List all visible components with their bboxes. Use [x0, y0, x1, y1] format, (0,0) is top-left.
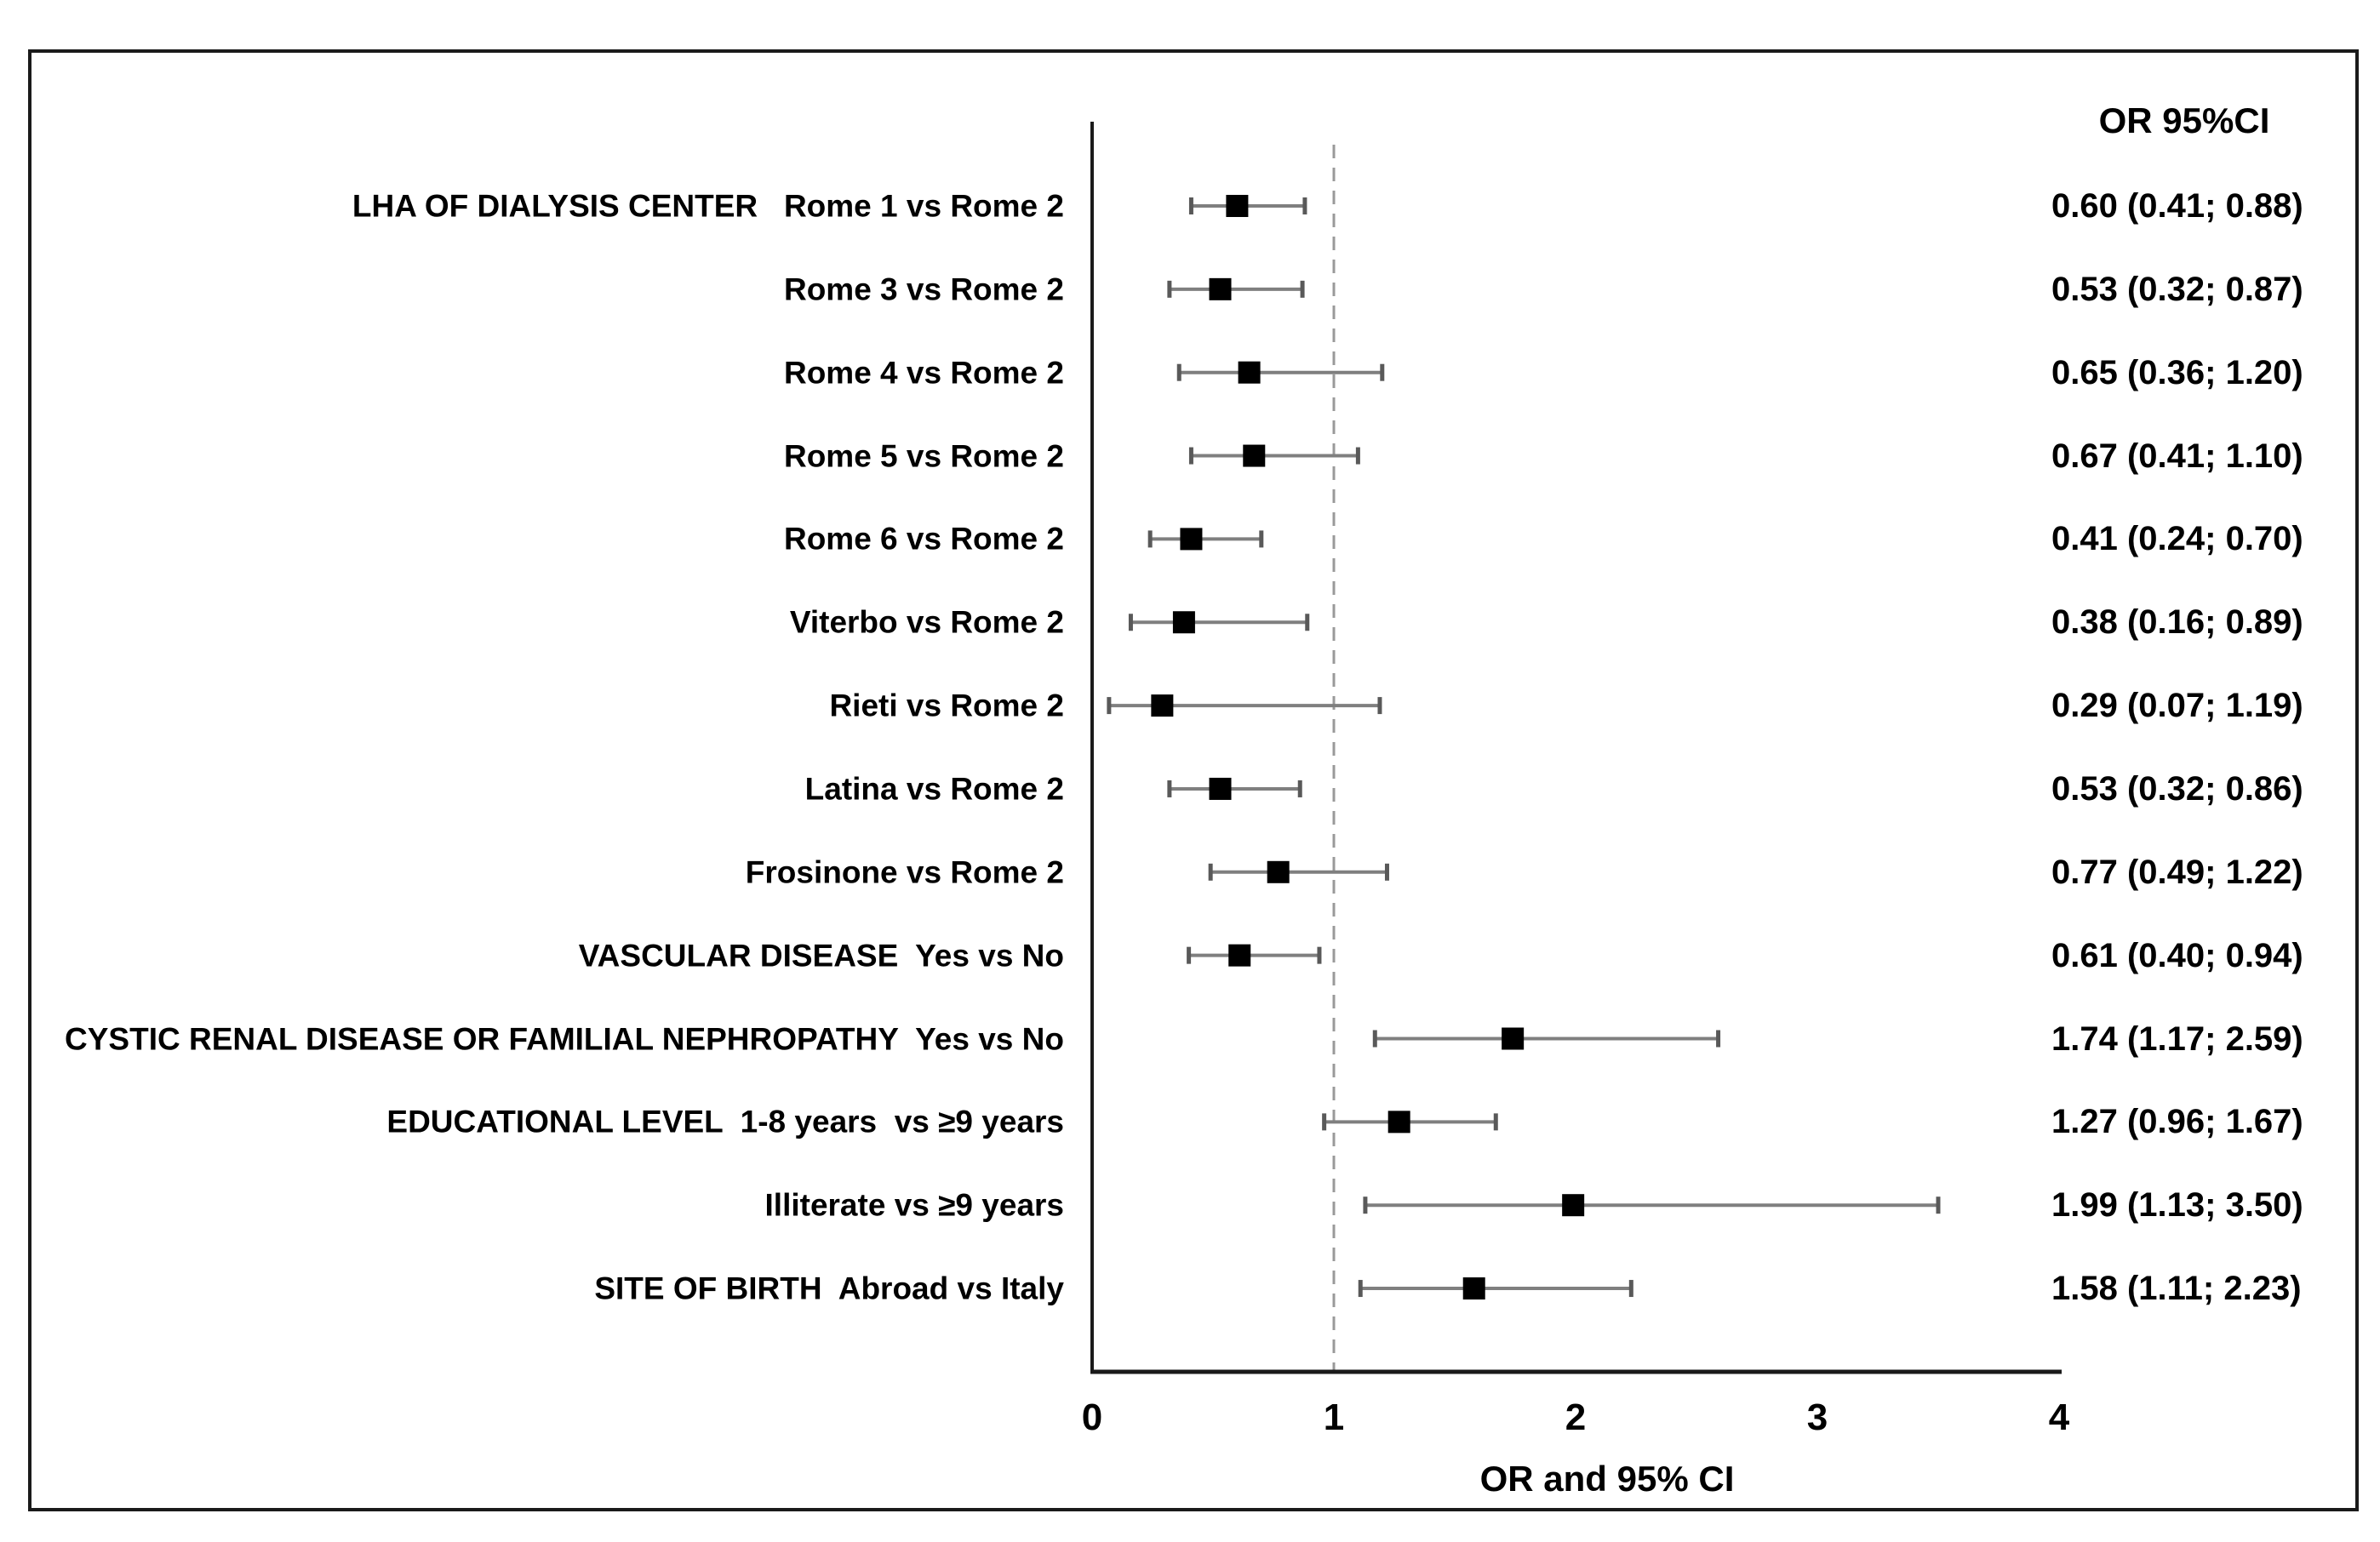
x-tick-label: 2 [1565, 1396, 1587, 1438]
or-ci-value: 0.61 (0.40; 0.94) [2051, 936, 2303, 974]
or-ci-value: 0.60 (0.41; 0.88) [2051, 187, 2303, 225]
or-marker [1267, 860, 1290, 883]
or-ci-value: 1.27 (0.96; 1.67) [2051, 1103, 2303, 1141]
or-ci-value: 0.77 (0.49; 1.22) [2051, 853, 2303, 891]
row-label: SITE OF BIRTH Abroad vs Italy [594, 1271, 1064, 1306]
or-ci-value: 0.53 (0.32; 0.86) [2051, 769, 2303, 808]
row-label: Frosinone vs Rome 2 [745, 854, 1064, 890]
x-tick-label: 4 [2048, 1396, 2070, 1438]
row-label: Rome 5 vs Rome 2 [783, 438, 1064, 474]
or-ci-value: 0.67 (0.41; 1.10) [2051, 437, 2303, 475]
or-marker [1226, 195, 1249, 217]
x-tick-label: 3 [1806, 1396, 1828, 1438]
or-marker [1562, 1194, 1585, 1217]
row-label: CYSTIC RENAL DISEASE OR FAMILIAL NEPHROP… [65, 1021, 1064, 1056]
x-axis-title: OR and 95% CI [1479, 1459, 1735, 1499]
row-label: Rome 4 vs Rome 2 [783, 355, 1064, 391]
or-marker [1209, 277, 1232, 300]
or-ci-value: 0.38 (0.16; 0.89) [2051, 603, 2303, 642]
or-marker [1387, 1111, 1410, 1134]
or-ci-value: 1.99 (1.13; 3.50) [2051, 1186, 2303, 1225]
row-label: VASCULAR DISEASE Yes vs No [578, 938, 1064, 974]
row-label: Rome 3 vs Rome 2 [783, 271, 1064, 307]
row-label: EDUCATIONAL LEVEL 1-8 years vs ≥9 years [386, 1104, 1064, 1139]
row-label: Rieti vs Rome 2 [829, 688, 1064, 723]
or-ci-value: 1.58 (1.11; 2.23) [2051, 1270, 2302, 1308]
row-label: Rome 6 vs Rome 2 [783, 521, 1064, 557]
plot-border [28, 49, 2359, 1511]
or-marker [1238, 361, 1261, 384]
or-marker [1228, 944, 1251, 967]
x-tick-label: 0 [1081, 1396, 1103, 1438]
or-marker [1243, 444, 1266, 467]
or-ci-value: 0.65 (0.36; 1.20) [2051, 353, 2303, 391]
row-label: LHA OF DIALYSIS CENTER Rome 1 vs Rome 2 [352, 188, 1064, 224]
or-marker [1172, 611, 1195, 634]
row-label: Latina vs Rome 2 [804, 771, 1064, 807]
row-label: Illiterate vs ≥9 years [764, 1187, 1064, 1223]
or-marker [1180, 528, 1203, 551]
or-ci-value: 1.74 (1.17; 2.59) [2051, 1019, 2303, 1058]
x-tick-label: 1 [1323, 1396, 1345, 1438]
or-marker [1462, 1277, 1485, 1300]
or-marker [1151, 694, 1174, 717]
or-ci-value: 0.53 (0.32; 0.87) [2051, 270, 2303, 308]
or-marker [1209, 777, 1232, 800]
or-marker [1502, 1027, 1525, 1050]
row-label: Viterbo vs Rome 2 [789, 604, 1064, 640]
or-ci-value: 0.41 (0.24; 0.70) [2051, 520, 2303, 558]
value-column-header: OR 95%CI [2098, 100, 2270, 140]
or-ci-value: 0.29 (0.07; 1.19) [2051, 687, 2303, 725]
